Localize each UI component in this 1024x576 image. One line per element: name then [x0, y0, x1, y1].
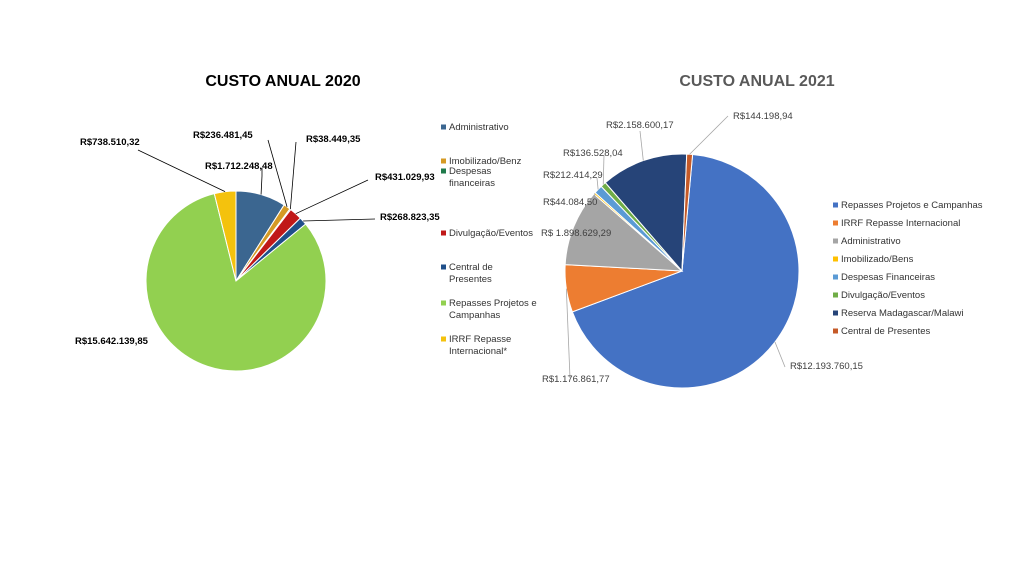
legend-swatch: [441, 336, 446, 342]
data-label: R$1.712.248,48: [205, 161, 273, 172]
legend-entry: Administrativo: [449, 122, 509, 133]
data-label: R$38.449,35: [306, 134, 361, 145]
data-label: R$431.029,93: [375, 172, 435, 183]
legend-entry: Divulgação/Eventos: [841, 290, 925, 301]
legend-entry: Reserva Madagascar/Malawi: [841, 308, 964, 319]
legend-swatch: [833, 256, 838, 262]
legend-swatch: [441, 230, 446, 236]
legend-entry: Imobilizado/Benz: [449, 156, 522, 167]
legend-entry: IRRF Repasse Internacional*: [449, 334, 511, 357]
leader-line: [602, 154, 605, 185]
legend-entry: Central de Presentes: [449, 262, 493, 285]
data-label: R$12.193.760,15: [790, 361, 863, 372]
legend-entry: IRRF Repasse Internacional: [841, 218, 960, 229]
data-label: R$44.084,50: [543, 197, 597, 208]
leader-line: [137, 149, 226, 193]
pie-slice: [213, 190, 237, 282]
leader-line: [565, 288, 571, 379]
legend-swatch: [441, 264, 446, 270]
data-label: R$144.198,94: [733, 111, 793, 122]
legend-swatch: [833, 220, 838, 226]
leader-line: [596, 177, 599, 190]
legend-entry: Repasses Projetos e Campanhas: [841, 200, 983, 211]
data-label: R$1.176.861,77: [542, 374, 610, 385]
legend-swatch: [833, 202, 838, 208]
leader-line: [289, 141, 297, 210]
legend-swatch: [833, 310, 838, 316]
legend-entry: Administrativo: [841, 236, 901, 247]
legend-swatch: [833, 274, 838, 280]
legend-entry: Despesas Financeiras: [841, 272, 935, 283]
leader-line: [295, 179, 369, 215]
data-label: R$136.528,04: [563, 148, 623, 159]
legend-entry: Despesas financeiras: [449, 166, 495, 189]
legend-swatch: [441, 300, 446, 306]
legend-entry: Divulgação/Eventos: [449, 228, 533, 239]
legend-swatch: [833, 238, 838, 244]
leader-line: [267, 139, 288, 207]
legend-entry: Central de Presentes: [841, 326, 930, 337]
legend-swatch: [441, 158, 446, 164]
chart-2021-title: CUSTO ANUAL 2021: [679, 73, 834, 90]
data-label: R$738.510,32: [80, 137, 140, 148]
data-label: R$15.642.139,85: [75, 336, 149, 347]
chart-2020: R$1.712.248,48 R$236.481,45 R$38.449,35 R$4…: [75, 130, 440, 372]
leader-line: [774, 341, 786, 368]
data-label: R$236.481,45: [193, 130, 253, 141]
data-label: R$212.414,29: [543, 170, 603, 181]
legend-swatch: [833, 292, 838, 298]
legend-swatch: [833, 328, 838, 334]
data-label: R$ 1.898.629,29: [541, 228, 611, 239]
chart-2021-legend: Repasses Projetos e Campanhas IRRF Repass…: [833, 200, 983, 337]
chart-2020-title: CUSTO ANUAL 2020: [205, 73, 360, 90]
pie-slice: [145, 193, 327, 372]
data-label: R$268.823,35: [380, 212, 440, 223]
leader-line: [594, 193, 597, 204]
leader-line: [303, 218, 376, 222]
pie-slice: [564, 193, 684, 272]
legend-entry: Imobilizado/Bens: [841, 254, 914, 265]
leader-line: [639, 130, 644, 161]
data-label: R$2.158.600,17: [606, 120, 674, 131]
leader-line: [260, 168, 263, 195]
chart-2021: R$12.193.760,15 R$1.176.861,77 R$ 1.898.62…: [541, 111, 863, 389]
legend-swatch: [441, 124, 446, 130]
legend-entry: Repasses Projetos e Campanhas: [449, 298, 537, 321]
legend-swatch: [441, 168, 446, 174]
leader-line: [689, 115, 729, 155]
